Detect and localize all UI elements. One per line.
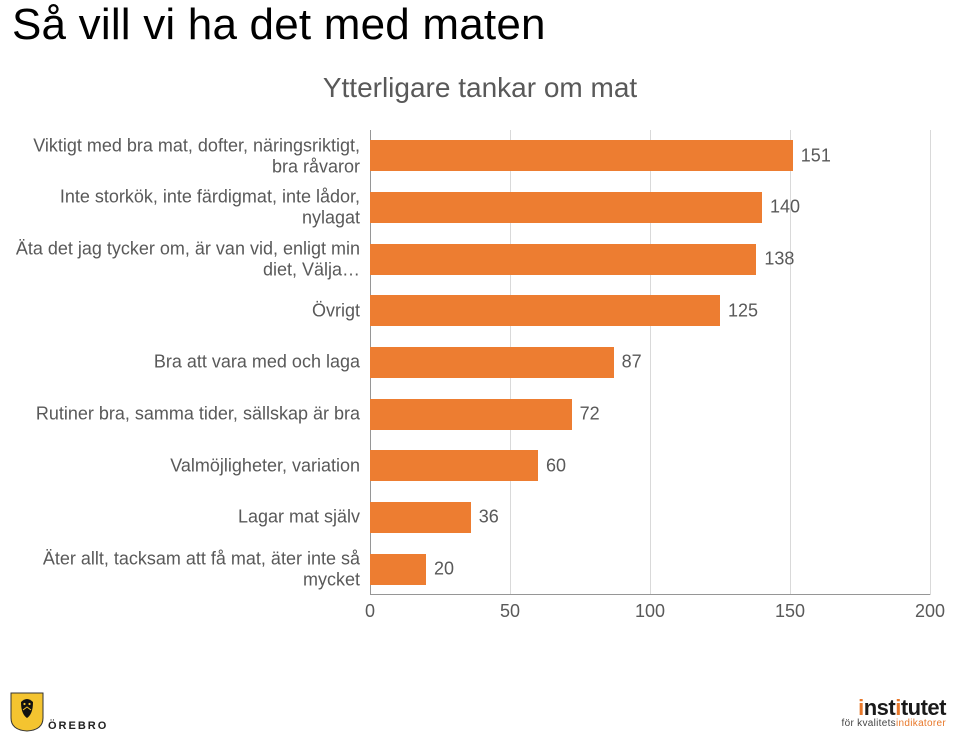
chart-row: Äta det jag tycker om, är van vid, enlig… [370,233,930,285]
chart-row: Övrigt125 [370,285,930,337]
value-label: 20 [426,559,454,580]
page-title: Så vill vi ha det med maten [12,0,546,50]
value-label: 36 [471,507,499,528]
category-label: Äter allt, tacksam att få mat, äter inte… [10,548,370,589]
category-label: Bra att vara med och laga [10,352,370,373]
x-tick-label: 0 [365,595,375,622]
x-tick-label: 100 [635,595,665,622]
bar [370,399,572,430]
crest-icon [10,692,44,732]
bar [370,140,793,171]
bar [370,244,756,275]
value-label: 125 [720,300,758,321]
chart-row: Bra att vara med och laga87 [370,337,930,389]
x-tick-label: 200 [915,595,945,622]
category-label: Lagar mat själv [10,507,370,528]
category-label: Rutiner bra, samma tider, sällskap är br… [10,404,370,425]
bar [370,450,538,481]
category-label: Valmöjligheter, variation [10,455,370,476]
value-label: 138 [756,249,794,270]
x-tick-label: 150 [775,595,805,622]
slide: Så vill vi ha det med maten Ytterligare … [0,0,960,737]
institutet-logo: institutet för kvalitetsindikatorer [842,697,946,729]
value-label: 72 [572,404,600,425]
chart-row: Rutiner bra, samma tider, sällskap är br… [370,388,930,440]
x-tick-label: 50 [500,595,520,622]
bar [370,502,471,533]
bar [370,192,762,223]
chart-row: Viktigt med bra mat, dofter, näringsrikt… [370,130,930,182]
orebro-logo: ÖREBRO [10,692,108,732]
category-label: Inte storkök, inte färdigmat, inte lådor… [10,187,370,228]
chart-row: Äter allt, tacksam att få mat, äter inte… [370,543,930,595]
chart-row: Valmöjligheter, variation60 [370,440,930,492]
category-label: Viktigt med bra mat, dofter, näringsrikt… [10,135,370,176]
page-subtitle: Ytterligare tankar om mat [0,72,960,104]
value-label: 60 [538,455,566,476]
category-label: Äta det jag tycker om, är van vid, enlig… [10,238,370,279]
value-label: 87 [614,352,642,373]
chart-row: Lagar mat själv36 [370,492,930,544]
orebro-label: ÖREBRO [48,720,108,732]
chart-row: Inte storkök, inte färdigmat, inte lådor… [370,182,930,234]
bar [370,347,614,378]
footer: ÖREBRO institutet för kvalitetsindikator… [0,657,960,737]
bar [370,554,426,585]
gridline [930,130,931,595]
category-label: Övrigt [10,300,370,321]
institutet-tagline: för kvalitetsindikatorer [842,719,946,729]
value-label: 151 [793,145,831,166]
plot-area: 050100150200Viktigt med bra mat, dofter,… [370,130,930,595]
bar [370,295,720,326]
institutet-wordmark: institutet [842,697,946,719]
value-label: 140 [762,197,800,218]
bar-chart: 050100150200Viktigt med bra mat, dofter,… [10,130,940,635]
